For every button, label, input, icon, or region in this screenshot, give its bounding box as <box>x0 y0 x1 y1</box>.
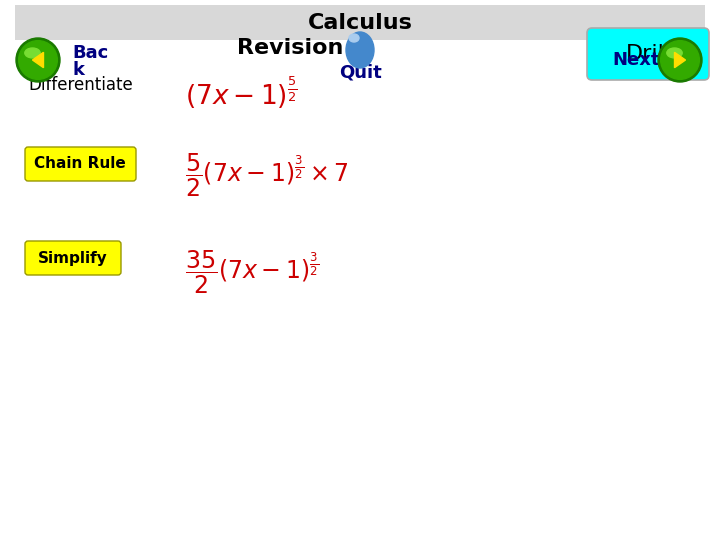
Text: $\dfrac{5}{2}(7x-1)^{\frac{3}{2}}\times 7$: $\dfrac{5}{2}(7x-1)^{\frac{3}{2}}\times … <box>185 151 348 199</box>
Circle shape <box>16 38 60 82</box>
Ellipse shape <box>346 32 374 68</box>
Text: Simplify: Simplify <box>38 251 108 266</box>
FancyBboxPatch shape <box>25 241 121 275</box>
Text: Bac: Bac <box>72 44 108 62</box>
Text: Revision: Revision <box>237 38 343 58</box>
Ellipse shape <box>667 48 683 58</box>
Polygon shape <box>675 52 685 68</box>
FancyBboxPatch shape <box>587 28 709 80</box>
Text: Chain Rule: Chain Rule <box>34 157 126 172</box>
Circle shape <box>19 40 58 79</box>
Ellipse shape <box>349 34 359 42</box>
Ellipse shape <box>24 48 40 58</box>
Text: Drill: Drill <box>626 44 670 64</box>
Text: Quit: Quit <box>338 63 382 81</box>
Circle shape <box>658 38 702 82</box>
Circle shape <box>661 40 699 79</box>
Text: k: k <box>72 61 84 79</box>
Polygon shape <box>32 52 43 68</box>
Text: Differentiate: Differentiate <box>28 76 132 94</box>
Text: Calculus: Calculus <box>307 13 413 33</box>
FancyBboxPatch shape <box>15 5 705 40</box>
Text: $(7x-1)^{\frac{5}{2}}$: $(7x-1)^{\frac{5}{2}}$ <box>185 75 297 111</box>
Text: Next: Next <box>612 51 660 69</box>
Text: $\dfrac{35}{2}(7x-1)^{\frac{3}{2}}$: $\dfrac{35}{2}(7x-1)^{\frac{3}{2}}$ <box>185 248 319 296</box>
FancyBboxPatch shape <box>25 147 136 181</box>
